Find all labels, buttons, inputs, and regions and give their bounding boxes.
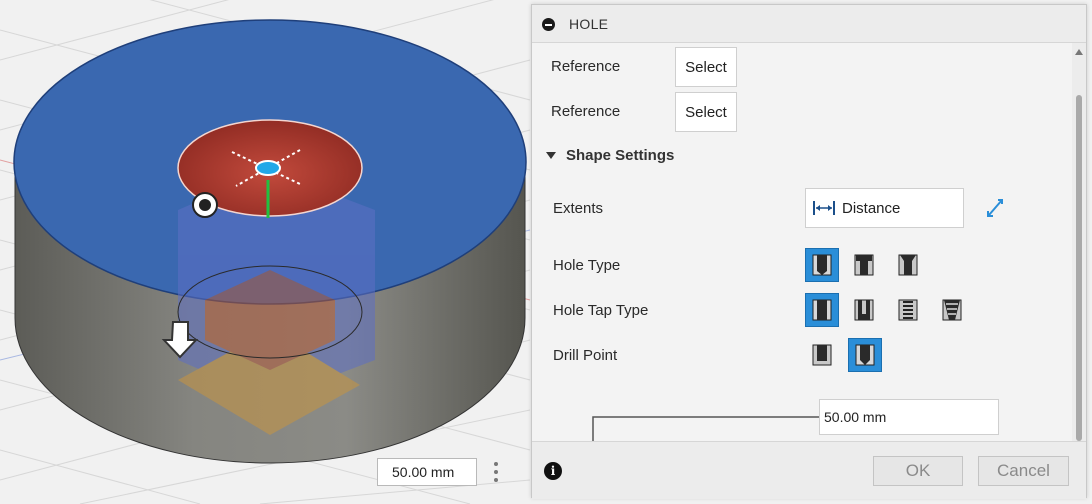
collapse-icon[interactable] [542,18,555,31]
hole-type-label: Hole Type [553,257,621,274]
distance-icon [813,201,835,215]
hole-tap-type-label: Hole Tap Type [553,302,649,319]
reference-label: Reference [551,103,621,120]
flip-direction-icon[interactable] [986,198,1004,218]
angled-drill-icon[interactable] [848,338,882,372]
expand-triangle-icon [546,152,556,159]
counterbore-icon[interactable] [847,248,881,282]
scroll-thumb[interactable] [1076,95,1082,441]
more-options-icon[interactable] [490,458,502,486]
simple-hole-icon[interactable] [805,248,839,282]
cancel-button[interactable]: Cancel [978,456,1069,486]
dialog-scrollbar[interactable] [1072,43,1086,441]
extents-dropdown[interactable]: Distance [805,188,964,228]
info-icon[interactable]: i [544,462,562,480]
hole-dialog: HOLE Reference Select Reference Select S… [531,4,1087,499]
flat-drill-icon[interactable] [805,338,839,372]
dialog-title: HOLE [569,16,609,32]
dialog-header: HOLE [532,5,1086,43]
shape-settings-header[interactable]: Shape Settings [546,147,674,164]
scroll-up-icon[interactable] [1075,49,1083,55]
reference-select-button[interactable]: Select [675,92,737,132]
taper-tapped-icon[interactable] [935,293,969,327]
length-input[interactable]: 50.00 mm [819,399,999,435]
tapped-icon[interactable] [891,293,925,327]
dimension-input[interactable]: 50.00 mm [377,458,477,486]
section-label: Shape Settings [566,147,675,164]
ok-button[interactable]: OK [873,456,963,486]
extents-value: Distance [842,199,901,217]
clearance-icon[interactable] [847,293,881,327]
countersink-icon[interactable] [891,248,925,282]
simple-tap-icon[interactable] [805,293,839,327]
reference-select-button[interactable]: Select [675,47,737,87]
reference-label: Reference [551,58,621,75]
hole-preview [178,170,375,435]
extents-label: Extents [553,200,604,217]
leader-line [592,416,821,441]
dialog-footer: i OK Cancel [532,441,1086,499]
drill-point-label: Drill Point [553,347,618,364]
